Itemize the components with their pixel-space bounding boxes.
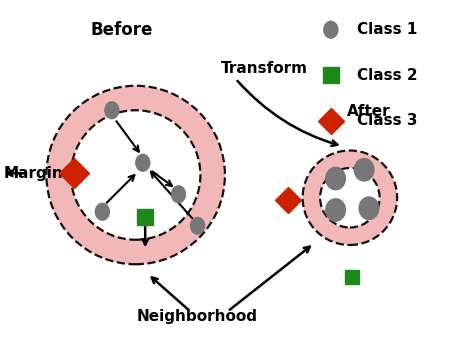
Ellipse shape [303, 150, 397, 245]
Text: Class 3: Class 3 [357, 113, 417, 128]
Ellipse shape [354, 158, 375, 182]
Text: Margin: Margin [4, 166, 64, 181]
Ellipse shape [325, 167, 346, 190]
Ellipse shape [320, 168, 380, 228]
Text: Class 1: Class 1 [357, 22, 417, 37]
Text: After: After [347, 105, 391, 119]
Ellipse shape [190, 217, 205, 235]
Ellipse shape [325, 198, 346, 222]
Ellipse shape [71, 110, 200, 240]
Ellipse shape [135, 154, 150, 172]
Ellipse shape [95, 203, 110, 221]
Text: Before: Before [90, 21, 153, 39]
Ellipse shape [104, 101, 119, 119]
Ellipse shape [358, 196, 379, 220]
Text: Transform: Transform [221, 61, 307, 76]
Text: Class 2: Class 2 [357, 68, 417, 83]
Ellipse shape [46, 86, 225, 264]
Ellipse shape [171, 185, 186, 203]
Ellipse shape [323, 21, 338, 39]
Text: Neighborhood: Neighborhood [137, 309, 258, 324]
